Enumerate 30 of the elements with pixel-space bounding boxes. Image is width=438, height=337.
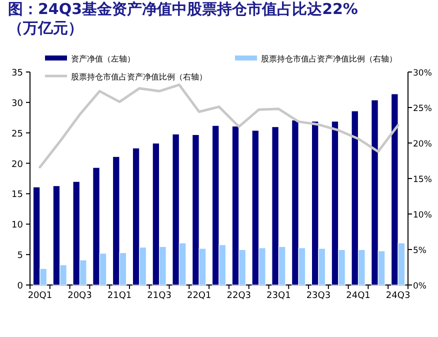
y-tick-label: 25 bbox=[12, 129, 23, 140]
y-tick-label: 0 bbox=[17, 282, 24, 292]
legend-label: 资产净值（左轴） bbox=[71, 54, 135, 64]
y2-tick-label: 20% bbox=[413, 140, 432, 150]
y-tick-label: 35 bbox=[12, 68, 23, 78]
x-tick-label: 21Q3 bbox=[147, 291, 172, 301]
legend-label: 股票持仓市值占资产净值比例（右轴） bbox=[261, 54, 397, 64]
y-tick-label: 10 bbox=[12, 220, 24, 231]
legend-label: 股票持仓市值占资产净值比例（右轴） bbox=[71, 72, 207, 82]
y2-tick-label: 30% bbox=[413, 68, 432, 78]
x-tick-label: 22Q3 bbox=[226, 291, 252, 301]
x-tick-label: 24Q3 bbox=[386, 291, 410, 301]
y2-tick-label: 15% bbox=[413, 175, 432, 185]
chart-title: 图：24Q3基金资产净值中股票持仓市值占比达22%（万亿元） bbox=[8, 0, 359, 38]
x-tick-label: 21Q1 bbox=[107, 291, 132, 301]
y-tick-label: 5 bbox=[17, 251, 23, 262]
y-tick-label: 15 bbox=[12, 190, 23, 200]
x-tick-label: 23Q1 bbox=[266, 291, 291, 301]
y2-tick-label: 25% bbox=[413, 104, 432, 114]
y-tick-label: 30 bbox=[12, 98, 24, 109]
y2-tick-label: 10% bbox=[413, 210, 432, 220]
x-tick-label: 23Q3 bbox=[306, 291, 331, 301]
y-tick-label: 20 bbox=[12, 160, 24, 170]
x-tick-label: 24Q1 bbox=[346, 291, 370, 301]
x-tick-label: 22Q1 bbox=[186, 291, 212, 301]
line-series bbox=[38, 84, 400, 168]
y2-tick-label: 0% bbox=[413, 282, 426, 292]
y2-tick-label: 5% bbox=[413, 246, 426, 256]
x-tick-label: 20Q3 bbox=[68, 291, 92, 301]
x-tick-label: 20Q1 bbox=[28, 291, 52, 301]
